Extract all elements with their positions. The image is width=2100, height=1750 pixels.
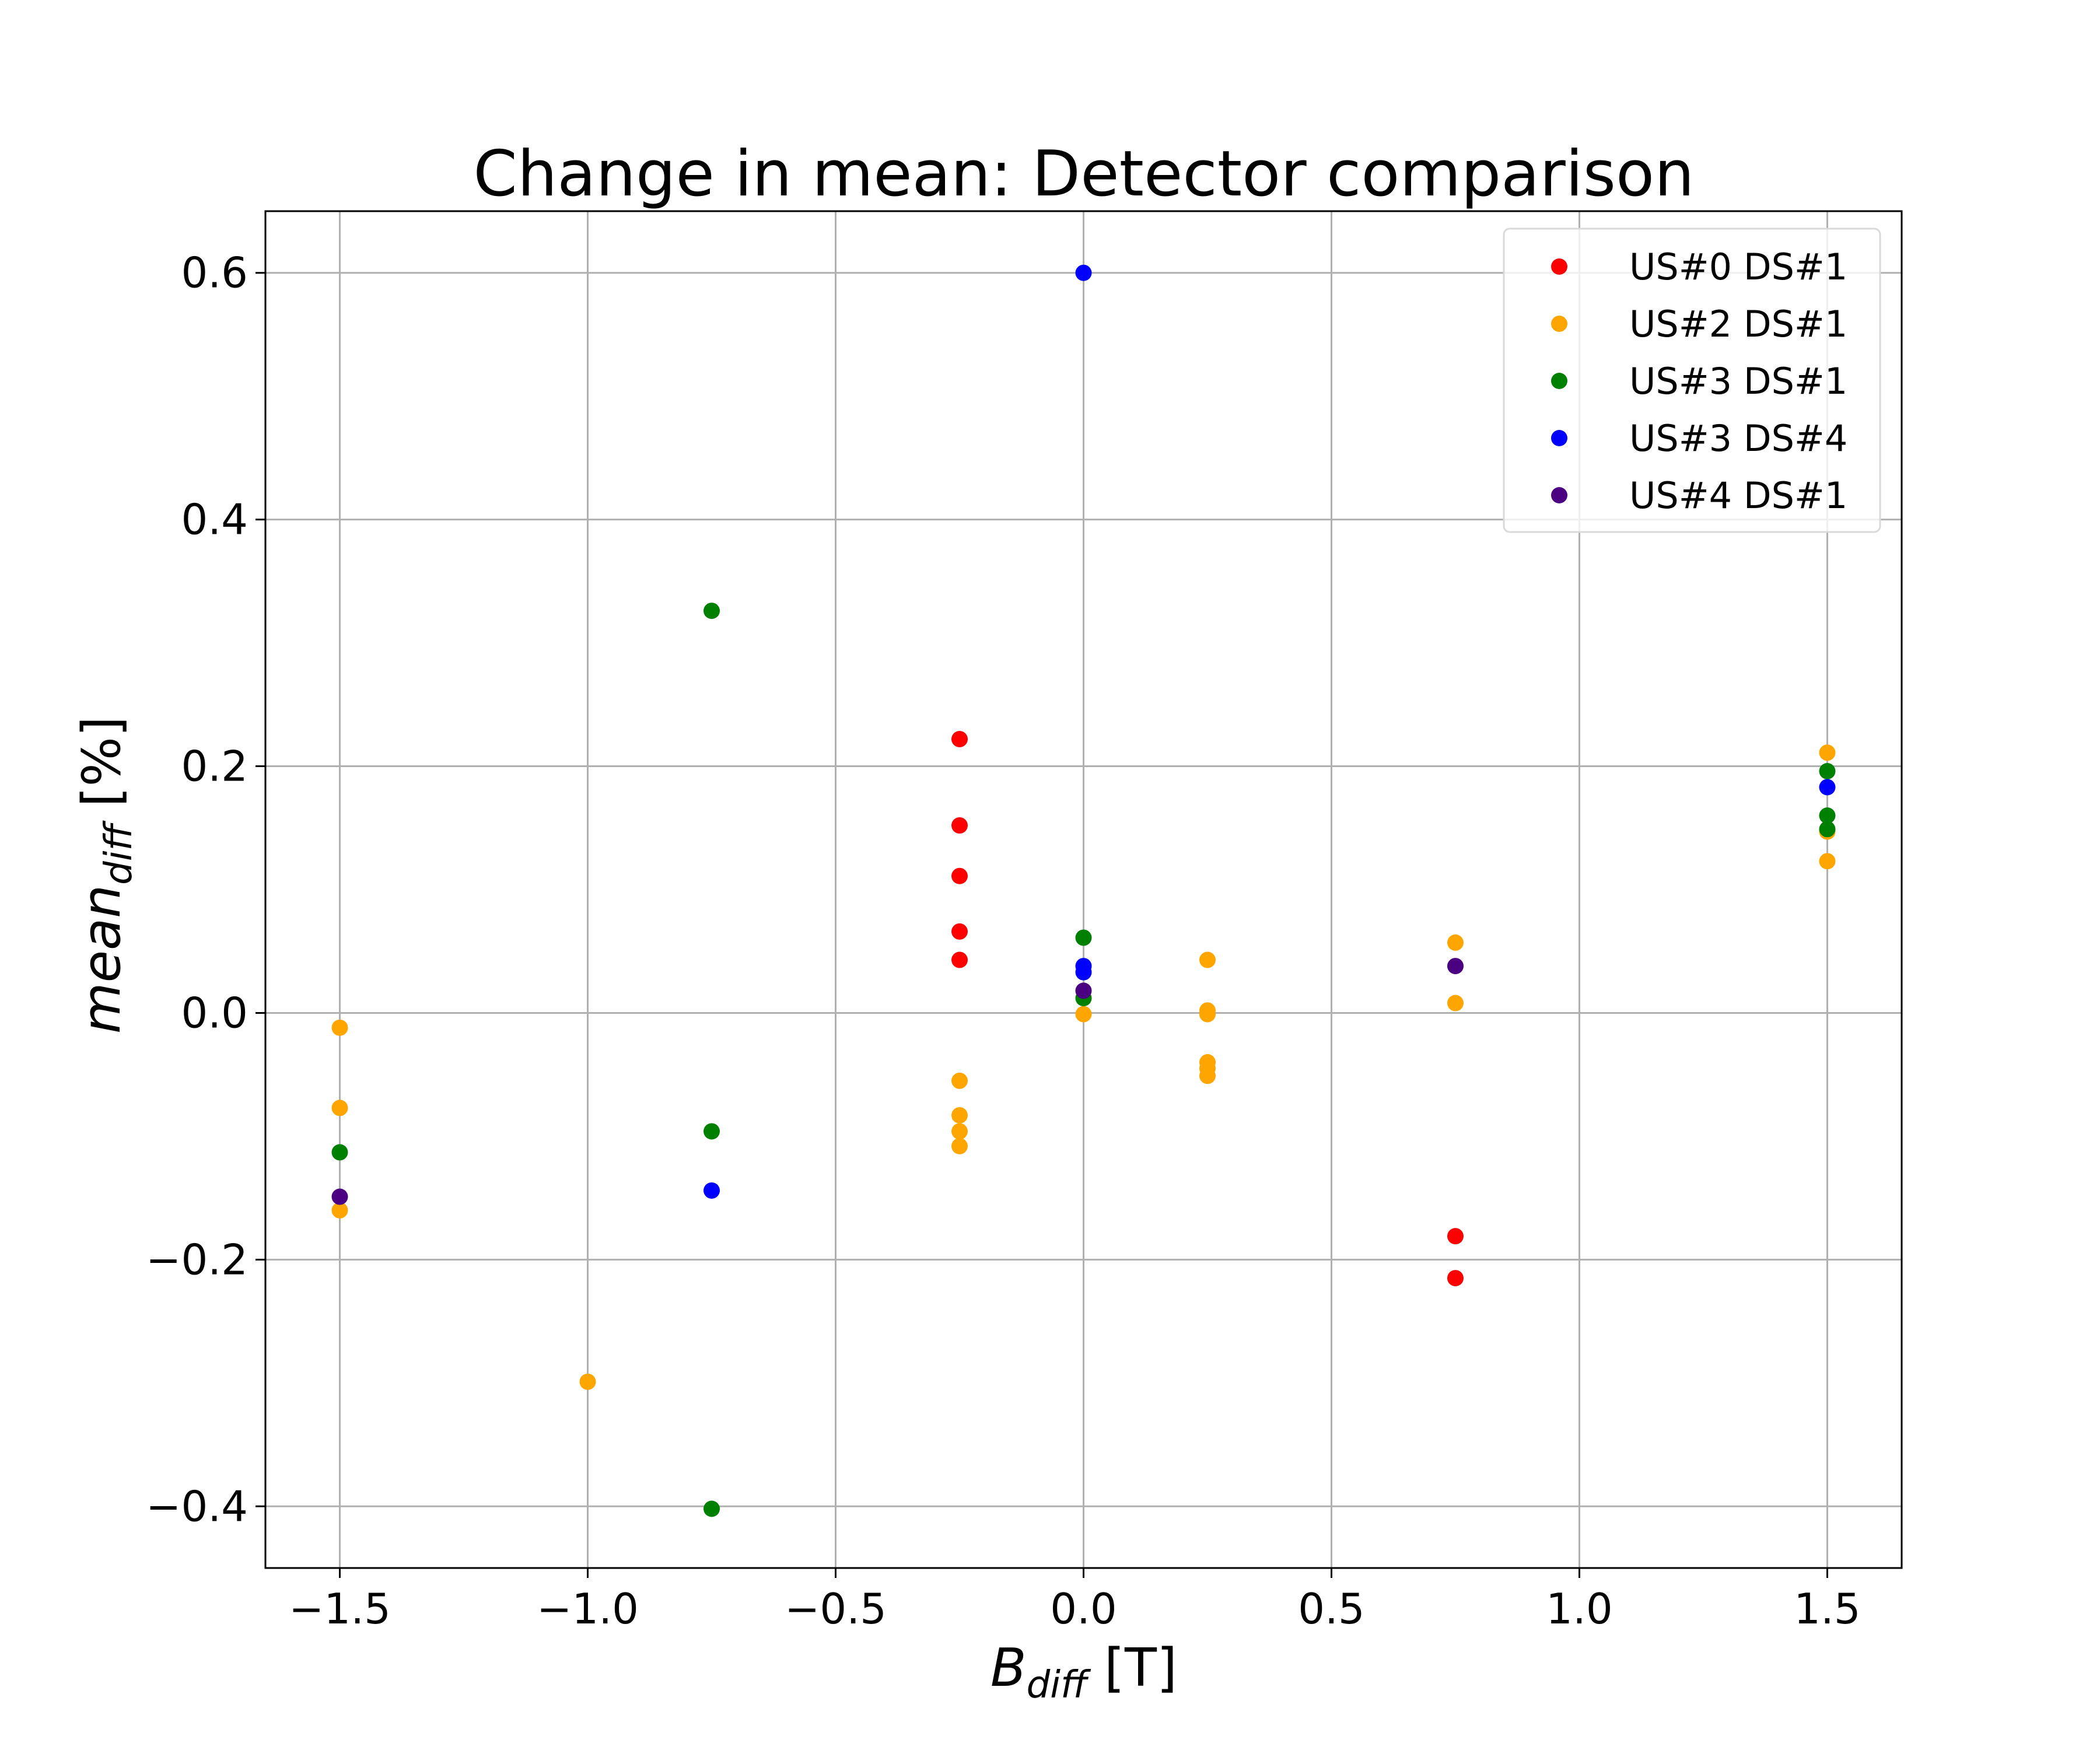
- data-point-series-1: [331, 1100, 348, 1116]
- x-tick-label: 1.5: [1794, 1584, 1861, 1633]
- x-tick-label: 0.0: [1050, 1584, 1117, 1633]
- data-point-series-2: [704, 1500, 720, 1517]
- data-point-series-0: [951, 731, 968, 748]
- data-point-series-0: [951, 923, 968, 940]
- data-point-series-1: [1819, 744, 1836, 761]
- legend-box: [1503, 228, 1881, 533]
- data-point-series-1: [1819, 853, 1836, 870]
- data-point-series-1: [1447, 934, 1464, 951]
- y-axis-label-symbol: mean: [71, 885, 132, 1034]
- data-point-series-0: [951, 817, 968, 834]
- data-point-series-1: [951, 1072, 968, 1089]
- data-point-series-4: [1075, 982, 1092, 999]
- x-tick-label: 1.0: [1546, 1584, 1613, 1633]
- y-tick-label: 0.6: [181, 249, 248, 298]
- data-point-series-2: [1819, 821, 1836, 838]
- data-point-series-1: [951, 1107, 968, 1124]
- legend-marker: [1551, 430, 1567, 446]
- y-tick-label: −0.2: [146, 1235, 248, 1284]
- y-tick-label: 0.4: [181, 495, 248, 544]
- legend-marker: [1551, 373, 1567, 389]
- data-point-series-4: [331, 1188, 348, 1205]
- y-tick-label: 0.2: [181, 742, 248, 791]
- data-point-series-1: [331, 1019, 348, 1036]
- legend-label: US#0 DS#1: [1629, 246, 1847, 288]
- data-point-series-2: [1075, 929, 1092, 946]
- data-point-series-2: [1819, 807, 1836, 824]
- legend-marker: [1551, 258, 1567, 275]
- data-point-series-1: [1199, 1068, 1216, 1084]
- data-point-series-3: [1075, 264, 1092, 281]
- x-tick-label: −1.0: [537, 1584, 639, 1633]
- data-point-series-1: [951, 1138, 968, 1154]
- x-axis-label: Bdiff [T]: [991, 1637, 1177, 1707]
- legend-label: US#4 DS#1: [1629, 474, 1847, 517]
- legend-label: US#2 DS#1: [1629, 303, 1847, 345]
- data-point-series-0: [1447, 1228, 1464, 1245]
- x-axis-label-subscript: diff: [1027, 1664, 1091, 1707]
- data-point-series-2: [704, 603, 720, 620]
- data-point-series-0: [1447, 1270, 1464, 1287]
- x-tick-label: −0.5: [785, 1584, 887, 1633]
- data-point-series-1: [579, 1373, 596, 1390]
- data-point-series-0: [951, 867, 968, 884]
- x-axis-label-unit: [T]: [1087, 1637, 1177, 1699]
- data-point-series-2: [331, 1144, 348, 1161]
- data-point-series-0: [951, 951, 968, 968]
- data-point-series-3: [1819, 779, 1836, 796]
- data-point-series-1: [1199, 951, 1216, 968]
- data-point-series-3: [704, 1182, 720, 1199]
- chart-title: Change in mean: Detector comparison: [473, 138, 1694, 211]
- y-axis-label: meandiff [%]: [71, 716, 141, 1034]
- data-point-series-1: [1199, 1006, 1216, 1023]
- x-tick-label: 0.5: [1298, 1584, 1365, 1633]
- data-points: [331, 264, 1836, 1517]
- data-point-series-1: [1447, 995, 1464, 1012]
- y-axis-label-unit: [%]: [71, 716, 132, 824]
- y-tick-label: 0.0: [181, 988, 248, 1037]
- y-tick-label: −0.4: [146, 1482, 248, 1531]
- data-point-series-1: [1075, 1006, 1092, 1023]
- data-point-series-2: [1819, 763, 1836, 780]
- data-point-series-2: [704, 1123, 720, 1140]
- legend-label: US#3 DS#4: [1629, 417, 1847, 460]
- x-tick-label: −1.5: [289, 1584, 391, 1633]
- data-point-series-1: [331, 1202, 348, 1219]
- data-point-series-3: [1075, 964, 1092, 981]
- legend: US#0 DS#1 US#2 DS#1 US#3 DS#1 US#3 DS#4 US#4…: [1503, 228, 1881, 533]
- x-axis-label-symbol: B: [991, 1637, 1027, 1699]
- axis-ticks: −1.5 −1.0 −0.5 0.0 0.5 1.0 1.5 −0.4 −0.2 0.0 0.2 0.…: [146, 249, 1861, 1633]
- legend-marker: [1551, 316, 1567, 332]
- y-axis-label-subscript: diff: [97, 820, 141, 884]
- data-point-series-1: [951, 1123, 968, 1140]
- legend-label: US#3 DS#1: [1629, 360, 1847, 402]
- legend-marker: [1551, 487, 1567, 503]
- data-point-series-4: [1447, 958, 1464, 975]
